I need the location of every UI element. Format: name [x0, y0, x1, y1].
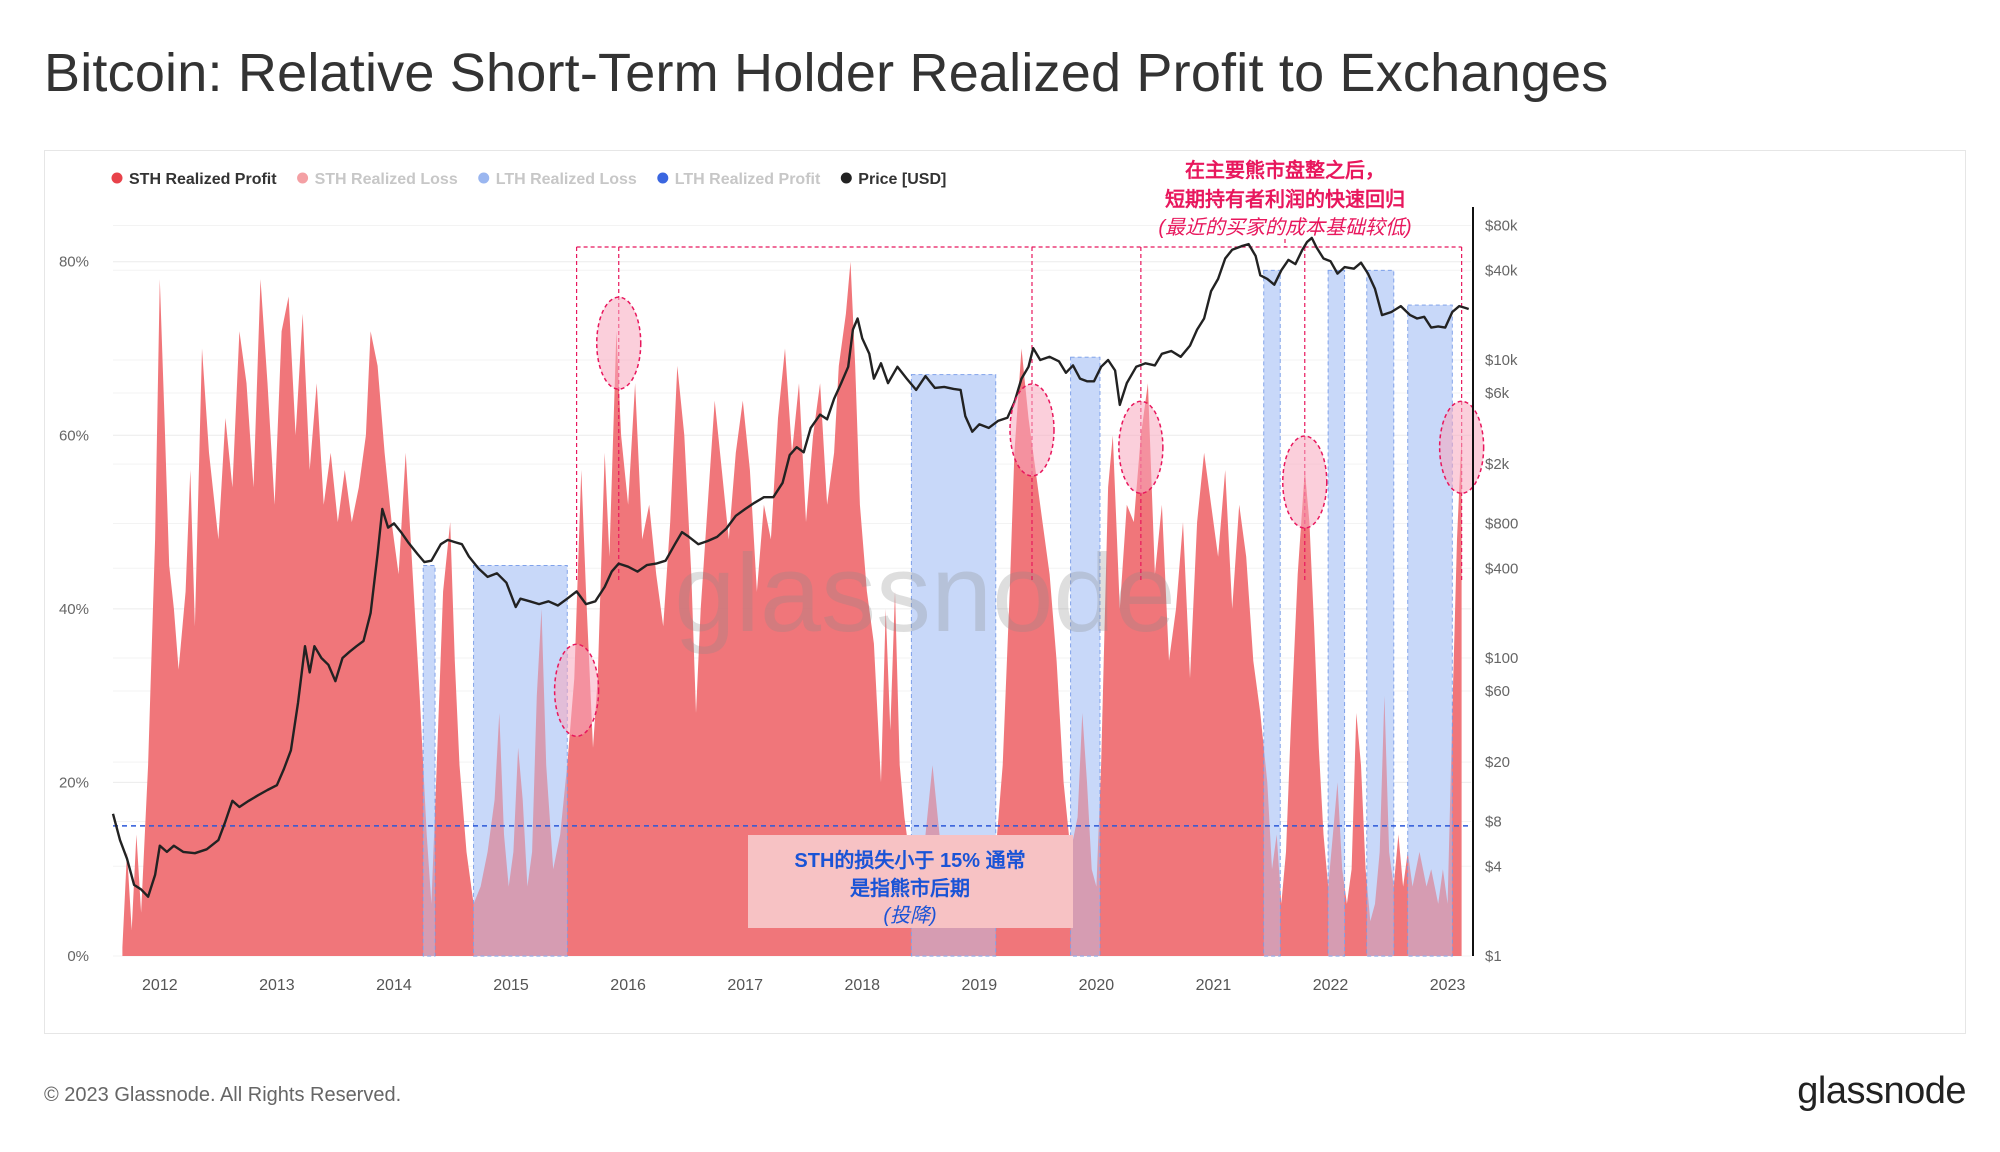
legend-label: LTH Realized Loss [496, 171, 637, 188]
legend-swatch [111, 172, 123, 184]
x-tick-label: 2017 [727, 977, 763, 994]
y-right-tick-label: $2k [1485, 456, 1510, 473]
y-left-tick-label: 80% [59, 254, 89, 271]
highlight-ellipse [595, 296, 642, 390]
legend-item[interactable]: LTH Realized Profit [657, 171, 821, 188]
highlight-ellipse [1009, 383, 1055, 477]
lth-band-outline [1263, 269, 1281, 957]
axes: 2012 2013 2014 2015 2016 2017 2018 2019 2020 2021… [59, 207, 1518, 994]
y-right-tick-label: $800 [1485, 515, 1518, 532]
lth-band [1263, 270, 1281, 956]
legend-label: LTH Realized Profit [675, 171, 821, 188]
y-right-tick-label: $40k [1485, 262, 1518, 279]
footer-copyright: © 2023 Glassnode. All Rights Reserved. [44, 1084, 402, 1106]
lth-band-tint [423, 565, 435, 956]
annotation-top-line3: (最近的买家的成本基础较低) [1158, 217, 1411, 239]
x-tick-label: 2022 [1313, 977, 1349, 994]
annotation-bottom-line2: 是指熊市后期 [849, 876, 970, 900]
legend-label: STH Realized Profit [129, 171, 277, 188]
legend-swatch [840, 172, 852, 184]
x-tick-label: 2015 [493, 977, 529, 994]
y-left-tick-label: 20% [59, 774, 89, 791]
y-right-tick-label: $10k [1485, 352, 1518, 369]
x-tick-label: 2019 [962, 977, 998, 994]
legend-label: Price [USD] [858, 171, 946, 188]
highlight-ellipse [1438, 400, 1485, 495]
lth-band-tint [1070, 357, 1100, 956]
lth-band-tint [1328, 270, 1345, 956]
lth-band [1328, 270, 1345, 956]
x-tick-label: 2013 [259, 977, 295, 994]
watermark: glassnode [674, 532, 1176, 655]
annotation-top-line1: 在主要熊市盘整之后， [1185, 158, 1385, 182]
annotation-vlines [575, 239, 1463, 581]
lth-band-tint [1263, 270, 1281, 956]
price-line [111, 236, 1470, 898]
lth-band [1407, 305, 1453, 956]
annotation-bottom-box [748, 835, 1073, 928]
annotation-bottom-line1: STH的损失小于 15% 通常 [794, 848, 1025, 872]
sth-realized-profit-series [122, 261, 1462, 956]
x-tick-label: 2018 [844, 977, 880, 994]
legend: STH Realized Profit STH Realized Loss LTH … [111, 171, 947, 188]
lth-band-outline [910, 374, 997, 957]
price-usd-series [111, 236, 1470, 898]
lth-band-outline [473, 564, 568, 957]
legend-label: STH Realized Loss [315, 171, 458, 188]
annotation-top-line2: 短期持有者利润的快速回归 [1165, 187, 1405, 211]
y-right-tick-label: $80k [1485, 217, 1518, 234]
y-right-tick-label: $20 [1485, 754, 1510, 771]
y-right-tick-label: $8 [1485, 813, 1502, 830]
lth-band-outline [1070, 356, 1101, 957]
y-right-tick-label: $4 [1485, 858, 1502, 875]
highlight-ellipse [553, 643, 600, 738]
y-right-tick-label: $60 [1485, 683, 1510, 700]
page-title: Bitcoin: Relative Short-Term Holder Real… [44, 43, 1609, 103]
lth-band [423, 565, 435, 956]
chart-panel: glassnode 2012 2013 2014 2015 2016 2017 2018 20… [44, 150, 1966, 1034]
y-left-tick-label: 0% [67, 948, 89, 965]
y-left-tick-label: 40% [59, 601, 89, 618]
legend-item[interactable]: STH Realized Profit [111, 171, 278, 188]
x-tick-label: 2023 [1430, 977, 1466, 994]
lth-band-outline [1407, 304, 1453, 957]
legend-swatch [478, 172, 490, 184]
y-right-tick-label: $1 [1485, 948, 1502, 965]
lth-band-tint [1366, 270, 1394, 956]
y-right-tick-label: $6k [1485, 385, 1510, 402]
annotation-bottom-line3: (投降) [883, 905, 936, 927]
highlight-ellipse [1282, 435, 1328, 529]
lth-band-outline [422, 564, 436, 957]
legend-item[interactable]: LTH Realized Loss [478, 171, 637, 188]
legend-item[interactable]: STH Realized Loss [297, 171, 458, 188]
x-tick-label: 2014 [376, 977, 412, 994]
y-right-tick-label: $400 [1485, 560, 1518, 577]
sth-realized-profit-area [122, 261, 1462, 956]
highlight-ellipse [1118, 400, 1164, 495]
y-right-tick-label: $100 [1485, 650, 1518, 667]
footer-logo[interactable]: glassnode [1797, 1070, 1966, 1112]
legend-swatch [297, 172, 309, 184]
lth-band-tint [473, 565, 568, 956]
lth-band-tint [1407, 305, 1453, 956]
x-tick-label: 2012 [142, 977, 178, 994]
x-tick-label: 2016 [610, 977, 646, 994]
legend-item[interactable]: Price [USD] [840, 171, 947, 188]
legend-swatch [657, 172, 669, 184]
x-tick-label: 2021 [1196, 977, 1232, 994]
chart-svg: glassnode 2012 2013 2014 2015 2016 2017 2018 20… [59, 158, 1518, 994]
x-tick-label: 2020 [1079, 977, 1115, 994]
y-left-tick-label: 60% [59, 427, 89, 444]
